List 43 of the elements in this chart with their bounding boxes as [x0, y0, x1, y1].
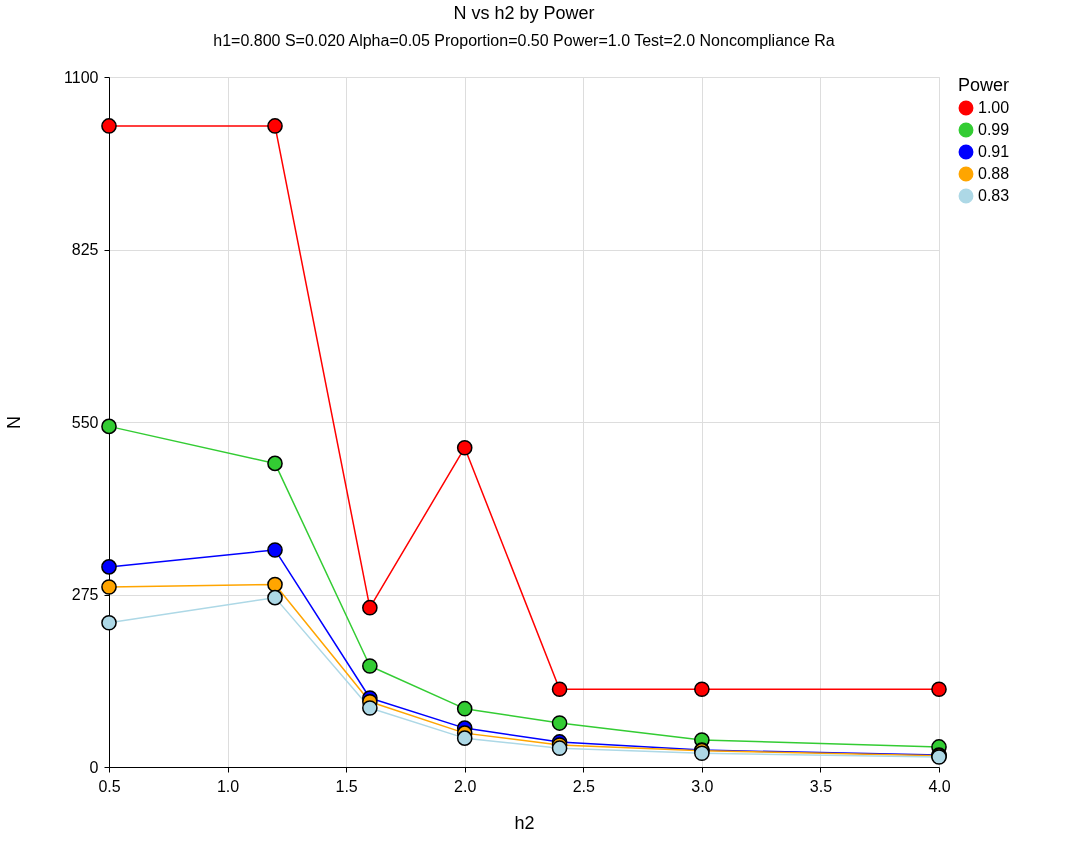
x-tick-label: 2.0	[454, 777, 477, 795]
x-tick-label: 3.0	[691, 777, 714, 795]
point	[267, 589, 283, 606]
point	[551, 681, 568, 698]
y-tick-label: 825	[71, 241, 99, 258]
x-tick-label: 2.5	[572, 777, 595, 795]
x-tick-label: 4.0	[928, 777, 951, 795]
chart-title: N vs h2 by Power	[453, 3, 595, 23]
point	[267, 542, 283, 558]
x-tick-label: 0.5	[98, 777, 121, 795]
point	[101, 118, 117, 134]
y-axis-title: N	[4, 416, 25, 429]
point	[101, 559, 117, 575]
point	[267, 455, 283, 472]
point	[267, 576, 283, 593]
point	[456, 700, 473, 717]
point	[694, 681, 710, 698]
point	[551, 715, 568, 731]
legend-label: 0.91	[978, 143, 1010, 160]
point	[101, 418, 117, 435]
x-axis-title: h2	[514, 812, 535, 833]
point	[931, 681, 947, 698]
y-tick-label: 0	[89, 758, 99, 776]
chart-subtitle: h1=0.800 S=0.020 Alpha=0.05 Proportion=0.50 Power=1.0 Test=2.0 Noncompliance Ra	[213, 32, 835, 49]
point	[267, 118, 283, 134]
legend-label: 0.99	[978, 121, 1010, 138]
y-tick-label: 275	[71, 586, 99, 603]
x-tick-label: 1.5	[335, 777, 358, 795]
point	[362, 658, 378, 674]
x-tick-label: 1.0	[216, 777, 240, 795]
legend-label: 0.83	[978, 187, 1010, 204]
point	[362, 599, 378, 616]
point	[456, 730, 473, 746]
legend-label: 1.00	[978, 99, 1010, 116]
x-tick-label: 3.5	[809, 777, 833, 795]
point	[456, 439, 473, 456]
y-tick-label: 1100	[64, 68, 99, 86]
y-tick-label: 550	[71, 413, 99, 431]
point	[101, 614, 117, 631]
point	[362, 700, 378, 716]
legend-title: Power	[958, 75, 1010, 95]
point	[101, 579, 117, 595]
legend-label: 0.88	[978, 165, 1010, 182]
